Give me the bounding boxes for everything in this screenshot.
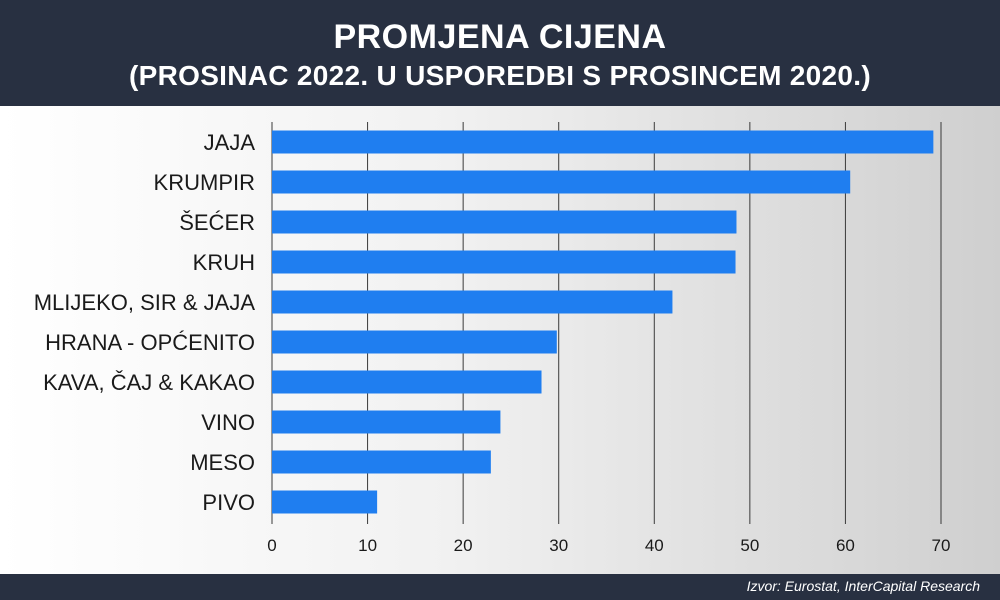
source-note: Izvor: Eurostat, InterCapital Research: [746, 578, 980, 594]
x-tick-label: 40: [645, 536, 664, 555]
category-label: ŠEĆER: [179, 210, 255, 235]
category-label: KRUH: [193, 250, 255, 275]
bar-5: [272, 330, 557, 354]
category-label: PIVO: [202, 490, 255, 515]
x-tick-label: 50: [740, 536, 759, 555]
chart-title: PROMJENA CIJENA: [333, 18, 667, 56]
bar-6: [272, 370, 542, 394]
x-tick-label: 70: [932, 536, 951, 555]
category-label: JAJA: [204, 130, 256, 155]
category-label: HRANA - OPĆENITO: [45, 330, 255, 355]
footer: Izvor: Eurostat, InterCapital Research: [0, 574, 1000, 600]
bar-9: [272, 490, 378, 514]
bar-7: [272, 410, 501, 434]
chart-subtitle: (PROSINAC 2022. U USPOREDBI S PROSINCEM …: [129, 60, 871, 91]
x-tick-label: 20: [454, 536, 473, 555]
bar-4: [272, 290, 673, 314]
bar-8: [272, 450, 491, 474]
category-label: VINO: [201, 410, 255, 435]
bar-1: [272, 170, 851, 194]
x-tick-label: 10: [358, 536, 377, 555]
bar-0: [272, 130, 934, 154]
category-label: KRUMPIR: [154, 170, 255, 195]
category-label: MESO: [190, 450, 255, 475]
bar-3: [272, 250, 736, 274]
category-label: KAVA, ČAJ & KAKAO: [43, 370, 255, 395]
x-tick-label: 0: [267, 536, 276, 555]
x-tick-label: 60: [836, 536, 855, 555]
category-label: MLIJEKO, SIR & JAJA: [34, 290, 256, 315]
x-tick-label: 30: [549, 536, 568, 555]
bar-2: [272, 210, 737, 234]
chart-header: PROMJENA CIJENA (PROSINAC 2022. U USPORE…: [0, 0, 1000, 106]
